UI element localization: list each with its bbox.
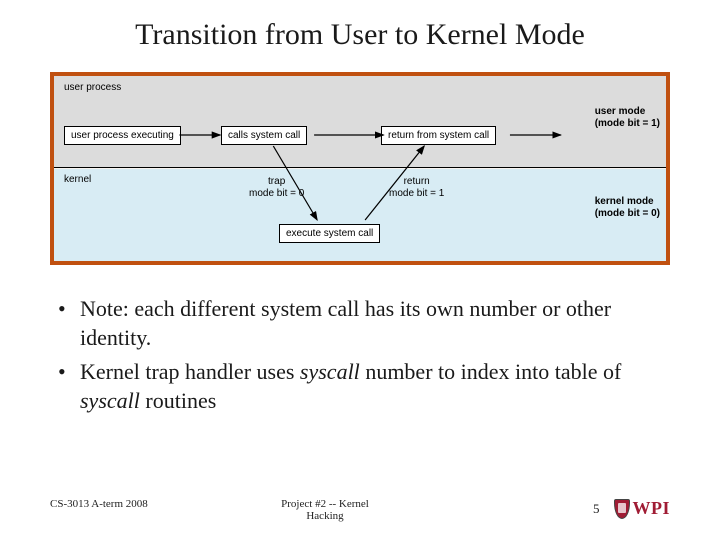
user-mode-right-label: user mode (mode bit = 1): [595, 106, 660, 130]
mode-transition-diagram: user process kernel user mode (mode bit …: [54, 76, 666, 261]
kernel-mode-bit: (mode bit = 0): [595, 208, 660, 219]
user-mode-bit: (mode bit = 1): [595, 118, 660, 129]
user-mode-text: user mode: [595, 106, 646, 117]
return-word: return: [404, 176, 430, 187]
diagram-frame: user process kernel user mode (mode bit …: [50, 72, 670, 265]
footer-right: 5 WPI: [405, 498, 670, 519]
bullet-2-syscall-2: syscall: [80, 388, 140, 413]
user-mode-region: [54, 76, 666, 168]
kernel-mode-region: [54, 169, 666, 261]
box-return-syscall: return from system call: [381, 126, 496, 145]
trap-word: trap: [268, 176, 285, 187]
box-calls-syscall: calls system call: [221, 126, 307, 145]
slide-footer: CS-3013 A-term 2008 Project #2 -- Kernel…: [50, 498, 670, 522]
bullet-2-post: routines: [140, 388, 216, 413]
footer-project-l2: Hacking: [306, 510, 343, 522]
wpi-text: WPI: [633, 498, 671, 519]
kernel-mode-right-label: kernel mode (mode bit = 0): [595, 196, 660, 220]
trap-label: trap mode bit = 0: [249, 176, 304, 200]
trap-modebit: mode bit = 0: [249, 188, 304, 199]
bullet-2-syscall-1: syscall: [300, 359, 360, 384]
box-user-executing: user process executing: [64, 126, 181, 145]
kernel-label: kernel: [64, 174, 91, 185]
footer-course: CS-3013 A-term 2008: [50, 498, 245, 510]
slide: Transition from User to Kernel Mode user…: [0, 0, 720, 540]
shield-icon: [614, 499, 630, 519]
wpi-logo: WPI: [614, 498, 671, 519]
page-number: 5: [593, 501, 600, 517]
kernel-mode-text: kernel mode: [595, 196, 654, 207]
slide-title: Transition from User to Kernel Mode: [50, 18, 670, 52]
bullet-2-mid: number to index into table of: [360, 359, 622, 384]
user-process-label: user process: [64, 82, 121, 93]
return-label: return mode bit = 1: [389, 176, 444, 200]
footer-project: Project #2 -- Kernel Hacking: [245, 498, 405, 522]
bullet-1-text: Note: each different system call has its…: [80, 296, 611, 350]
bullet-1: Note: each different system call has its…: [58, 295, 670, 352]
return-modebit: mode bit = 1: [389, 188, 444, 199]
footer-project-l1: Project #2 -- Kernel: [281, 498, 369, 510]
bullet-list: Note: each different system call has its…: [50, 295, 670, 415]
box-execute-syscall: execute system call: [279, 224, 380, 243]
bullet-2-pre: Kernel trap handler uses: [80, 359, 300, 384]
bullet-2: Kernel trap handler uses syscall number …: [58, 358, 670, 415]
